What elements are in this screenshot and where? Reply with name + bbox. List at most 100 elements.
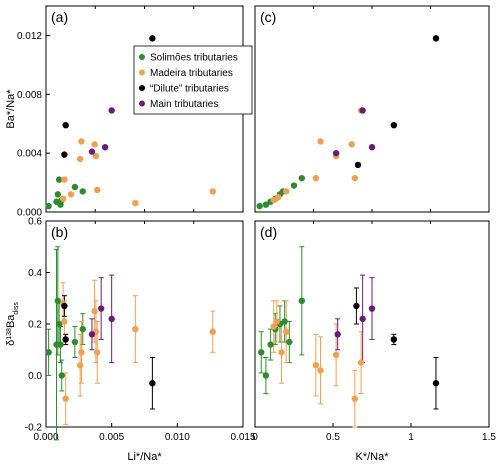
- data-point-solimoes: [58, 372, 65, 379]
- data-point-main: [359, 315, 366, 323]
- legend-label: Solimões tributaries: [150, 53, 238, 64]
- data-point-solimoes: [79, 188, 86, 195]
- data-point-madeira: [76, 362, 84, 369]
- legend-marker: [139, 54, 145, 60]
- panel-frame: [254, 5, 490, 213]
- data-point-solimoes: [286, 338, 293, 346]
- data-point-madeira: [59, 195, 67, 202]
- y-tick-label: 0.0: [28, 371, 42, 382]
- data-point-main: [108, 315, 115, 323]
- y-axis-label: δ138Badiss: [5, 302, 20, 346]
- x-tick-label: 1.5: [482, 432, 496, 443]
- data-point-solimoes: [55, 176, 63, 183]
- data-point-solimoes: [281, 318, 288, 325]
- data-point-dilute: [432, 380, 440, 387]
- data-point-main: [368, 305, 376, 312]
- y-axis-label: Ba*/Na*: [5, 89, 17, 129]
- data-point-solimoes: [262, 372, 270, 379]
- data-point-madeira: [317, 367, 324, 374]
- y-tick-label: 0.6: [28, 217, 42, 228]
- data-point-solimoes: [45, 202, 52, 210]
- y-tick-label: 0.000: [17, 208, 42, 219]
- x-axis-label: Li*/Na*: [127, 451, 162, 463]
- data-point-main: [88, 331, 96, 338]
- y-tick-label: 0.008: [17, 90, 42, 101]
- data-point-madeira: [351, 174, 359, 182]
- data-point-dilute: [354, 161, 362, 169]
- data-point-dilute: [432, 35, 440, 42]
- data-point-solimoes: [57, 341, 64, 348]
- data-point-madeira: [357, 359, 365, 366]
- y-tick-label: 0.2: [28, 320, 42, 331]
- data-point-main: [334, 331, 341, 338]
- data-point-madeira: [270, 323, 277, 330]
- data-point-madeira: [351, 395, 359, 402]
- data-point-dilute: [353, 302, 360, 310]
- data-point-madeira: [283, 328, 290, 335]
- data-point-madeira: [61, 318, 68, 325]
- legend-label: Main tributaries: [150, 99, 218, 110]
- data-point-madeira: [348, 141, 355, 148]
- data-point-solimoes: [267, 341, 274, 348]
- data-point-madeira: [61, 176, 68, 183]
- data-point-dilute: [62, 336, 69, 343]
- y-tick-label: 0.4: [28, 268, 42, 279]
- data-point-solimoes: [54, 297, 62, 305]
- data-point-dilute: [61, 151, 68, 158]
- y-tick-label: 0.004: [17, 149, 42, 160]
- legend-marker: [139, 69, 145, 76]
- data-point-madeira: [92, 152, 100, 160]
- data-point-madeira: [62, 395, 69, 402]
- data-point-dilute: [390, 121, 398, 129]
- data-point-solimoes: [71, 338, 79, 346]
- data-point-madeira: [76, 155, 84, 163]
- data-point-madeira: [67, 191, 75, 198]
- data-point-madeira: [332, 351, 340, 359]
- data-point-madeira: [94, 349, 101, 356]
- legend-marker: [139, 100, 145, 107]
- data-point-solimoes: [298, 297, 305, 305]
- data-point-main: [88, 148, 96, 155]
- x-tick-label: 0.010: [165, 432, 190, 443]
- legend-label: Madeira tributaries: [150, 68, 233, 79]
- data-point-madeira: [312, 174, 320, 182]
- x-tick-label: 0.000: [33, 432, 58, 443]
- data-point-solimoes: [55, 320, 63, 328]
- data-point-madeira: [91, 141, 98, 148]
- panel-d: (d) 0 0.5 1 1.5 K*/Na*: [252, 220, 496, 463]
- y-tick-label: -0.2: [25, 423, 43, 434]
- data-point-solimoes: [45, 349, 52, 356]
- data-point-madeira: [278, 349, 285, 356]
- legend-box: [133, 45, 253, 115]
- data-point-dilute: [149, 35, 156, 42]
- panel-a: (a) 0.000 0.004 0.008 0.012 Ba*/Na* Solimões t…: [5, 5, 253, 219]
- data-point-solimoes: [290, 182, 298, 189]
- panel-label: (b): [51, 224, 68, 240]
- panel-label: (d): [260, 224, 277, 240]
- legend-label: “Dilute” tributaries: [150, 84, 229, 95]
- data-point-dilute: [149, 380, 156, 387]
- data-point-solimoes: [256, 202, 263, 210]
- x-tick-label: 0.015: [230, 432, 255, 443]
- data-point-main: [108, 107, 115, 114]
- panel-label: (c): [260, 9, 276, 25]
- x-axis-label: K*/Na*: [355, 451, 389, 463]
- data-point-main: [359, 107, 366, 114]
- data-point-solimoes: [258, 349, 265, 356]
- data-point-madeira: [132, 325, 139, 333]
- data-point-dilute: [62, 121, 69, 129]
- data-point-dilute: [61, 302, 68, 310]
- y-tick-label: 0.012: [17, 31, 42, 42]
- data-point-solimoes: [71, 183, 79, 191]
- data-point-madeira: [283, 188, 290, 195]
- data-point-madeira: [209, 188, 216, 195]
- data-point-madeira: [275, 194, 282, 201]
- data-point-main: [97, 305, 105, 312]
- data-point-solimoes: [298, 174, 305, 182]
- data-point-main: [368, 144, 376, 151]
- data-point-madeira: [312, 362, 320, 369]
- x-tick-label: 1: [408, 432, 414, 443]
- data-point-madeira: [270, 197, 277, 204]
- data-point-dilute: [390, 336, 398, 343]
